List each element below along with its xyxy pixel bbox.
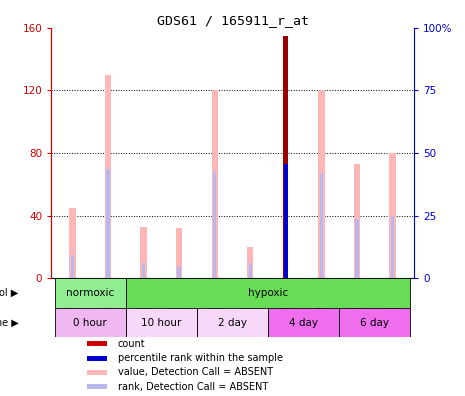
Text: GSM1217: GSM1217: [139, 281, 148, 324]
Text: protocol ▶: protocol ▶: [0, 288, 19, 298]
Text: value, Detection Call = ABSENT: value, Detection Call = ABSENT: [118, 367, 273, 377]
Text: GSM4176: GSM4176: [246, 281, 255, 324]
Text: hypoxic: hypoxic: [248, 288, 288, 298]
Bar: [55, 308, 126, 337]
Bar: [126, 278, 410, 308]
Bar: [354, 164, 360, 278]
Bar: [355, 219, 359, 278]
Text: GSM1220: GSM1220: [175, 281, 184, 324]
Text: normoxic: normoxic: [66, 288, 114, 298]
Bar: [71, 255, 74, 278]
Bar: [389, 153, 396, 278]
Bar: [87, 341, 107, 346]
Text: GSM4179: GSM4179: [352, 281, 361, 324]
Bar: [176, 228, 182, 278]
Bar: [126, 308, 197, 337]
Bar: [213, 172, 217, 278]
Bar: [87, 384, 107, 389]
Text: 6 day: 6 day: [360, 318, 389, 327]
Bar: [247, 247, 253, 278]
Text: 10 hour: 10 hour: [141, 318, 181, 327]
Bar: [197, 308, 268, 337]
Text: GSM1231: GSM1231: [104, 281, 113, 324]
Bar: [248, 263, 252, 278]
Text: GSM1226: GSM1226: [317, 281, 326, 324]
Bar: [318, 90, 325, 278]
Bar: [87, 370, 107, 375]
Title: GDS61 / 165911_r_at: GDS61 / 165911_r_at: [157, 13, 308, 27]
Text: 0 hour: 0 hour: [73, 318, 107, 327]
Text: GSM4173: GSM4173: [210, 281, 219, 324]
Bar: [212, 90, 218, 278]
Text: percentile rank within the sample: percentile rank within the sample: [118, 353, 283, 363]
Text: time ▶: time ▶: [0, 318, 19, 327]
Text: rank, Detection Call = ABSENT: rank, Detection Call = ABSENT: [118, 382, 268, 392]
Bar: [268, 308, 339, 337]
Bar: [284, 164, 288, 278]
Bar: [339, 308, 410, 337]
Bar: [105, 75, 111, 278]
Bar: [69, 208, 76, 278]
Text: GSM4182: GSM4182: [388, 281, 397, 324]
Bar: [177, 266, 181, 278]
Bar: [319, 173, 323, 278]
Text: 2 day: 2 day: [218, 318, 247, 327]
Text: GSM1223: GSM1223: [281, 281, 290, 324]
Bar: [106, 169, 110, 278]
Text: GSM1228: GSM1228: [68, 281, 77, 324]
Bar: [87, 356, 107, 361]
Bar: [140, 227, 147, 278]
Text: count: count: [118, 339, 146, 349]
Bar: [142, 263, 146, 278]
Bar: [55, 278, 126, 308]
Text: 4 day: 4 day: [289, 318, 318, 327]
Bar: [391, 215, 394, 278]
Bar: [283, 36, 288, 278]
